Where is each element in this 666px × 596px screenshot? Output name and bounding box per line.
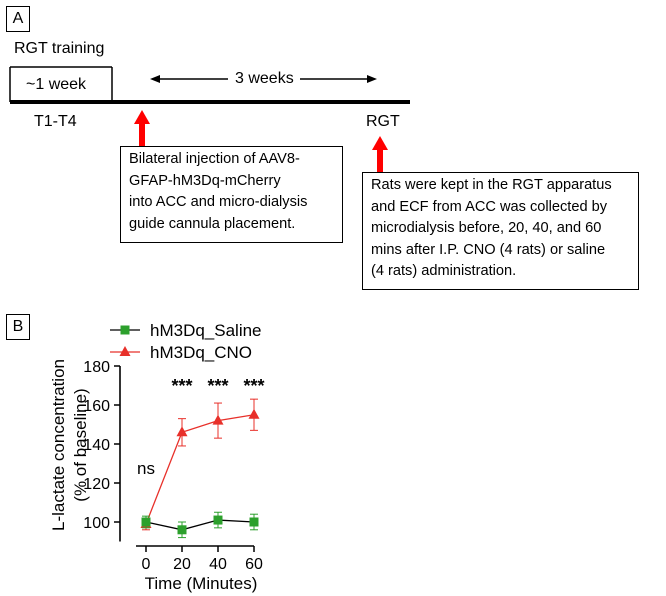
injection-note-box: Bilateral injection of AAV8- GFAP-hM3Dq-… <box>120 146 343 243</box>
data-point-triangle <box>212 414 224 425</box>
three-weeks-arrowhead-right <box>367 75 377 83</box>
data-point-square <box>213 515 223 525</box>
data-point-triangle <box>176 426 188 437</box>
three-weeks-arrowhead-left <box>150 75 160 83</box>
y-tick-label: 100 <box>83 515 110 532</box>
one-week-label: ~1 week <box>26 76 87 93</box>
y-tick-label: 160 <box>83 398 110 415</box>
series-line <box>145 519 255 531</box>
red-arrow-shaft <box>377 148 383 172</box>
annotation-ns: ns <box>137 459 155 478</box>
annotation-significance: *** <box>171 376 192 396</box>
panel-a-label: A <box>6 6 30 32</box>
injection-note-line: guide cannula placement. <box>129 215 296 232</box>
y-tick-label: 140 <box>83 437 110 454</box>
collection-note-box: Rats were kept in the RGT apparatus and … <box>362 172 639 290</box>
injection-note-line: GFAP-hM3Dq-mCherry <box>129 172 281 189</box>
legend-marker-square <box>120 325 130 335</box>
legend-entry: hM3Dq_CNO <box>110 343 252 362</box>
legend-label: hM3Dq_CNO <box>150 343 252 362</box>
collection-note-line: microdialysis before, 20, 40, and 60 <box>371 220 602 236</box>
data-point-square <box>177 525 187 535</box>
collection-note-line: and ECF from ACC was collected by <box>371 198 608 215</box>
y-tick-label: 180 <box>83 359 110 376</box>
legend-label: hM3Dq_Saline <box>150 321 262 340</box>
y-axis-label-units: (% of baseline) <box>71 388 90 501</box>
collection-note-line: mins after I.P. CNO (4 rats) or saline <box>371 241 606 258</box>
legend-marker-triangle <box>119 346 131 356</box>
red-arrow-shaft <box>139 122 145 146</box>
injection-note-line: into ACC and micro-dialysis <box>129 194 308 210</box>
collection-note-line: (4 rats) administration. <box>371 263 517 279</box>
y-tick-label: 120 <box>83 476 110 493</box>
t1-t4-label: T1-T4 <box>34 113 77 130</box>
x-tick-label: 60 <box>245 556 263 573</box>
data-point-square <box>141 517 151 527</box>
rgt-label: RGT <box>366 113 400 130</box>
red-arrow-head <box>372 136 388 150</box>
annotation-significance: *** <box>243 376 264 396</box>
rgt-training-label: RGT training <box>14 40 105 57</box>
y-axis-label: L-lactate concentration <box>49 359 68 531</box>
series-hM3Dq_Saline <box>141 511 259 539</box>
collection-note-line: Rats were kept in the RGT apparatus <box>371 177 612 193</box>
series-line <box>145 414 255 525</box>
injection-note-line: Bilateral injection of AAV8- <box>129 151 300 167</box>
annotation-significance: *** <box>207 376 228 396</box>
data-point-triangle <box>248 408 260 419</box>
x-tick-label: 0 <box>142 556 151 573</box>
x-tick-label: 40 <box>209 556 227 573</box>
x-axis-label: Time (Minutes) <box>145 574 258 593</box>
data-point-square <box>249 517 259 527</box>
panel-b-label: B <box>6 314 30 340</box>
three-weeks-label: 3 weeks <box>235 70 294 87</box>
series-hM3Dq_CNO <box>140 398 260 531</box>
legend-entry: hM3Dq_Saline <box>110 321 262 340</box>
red-arrow-head <box>134 110 150 124</box>
x-tick-label: 20 <box>173 556 191 573</box>
